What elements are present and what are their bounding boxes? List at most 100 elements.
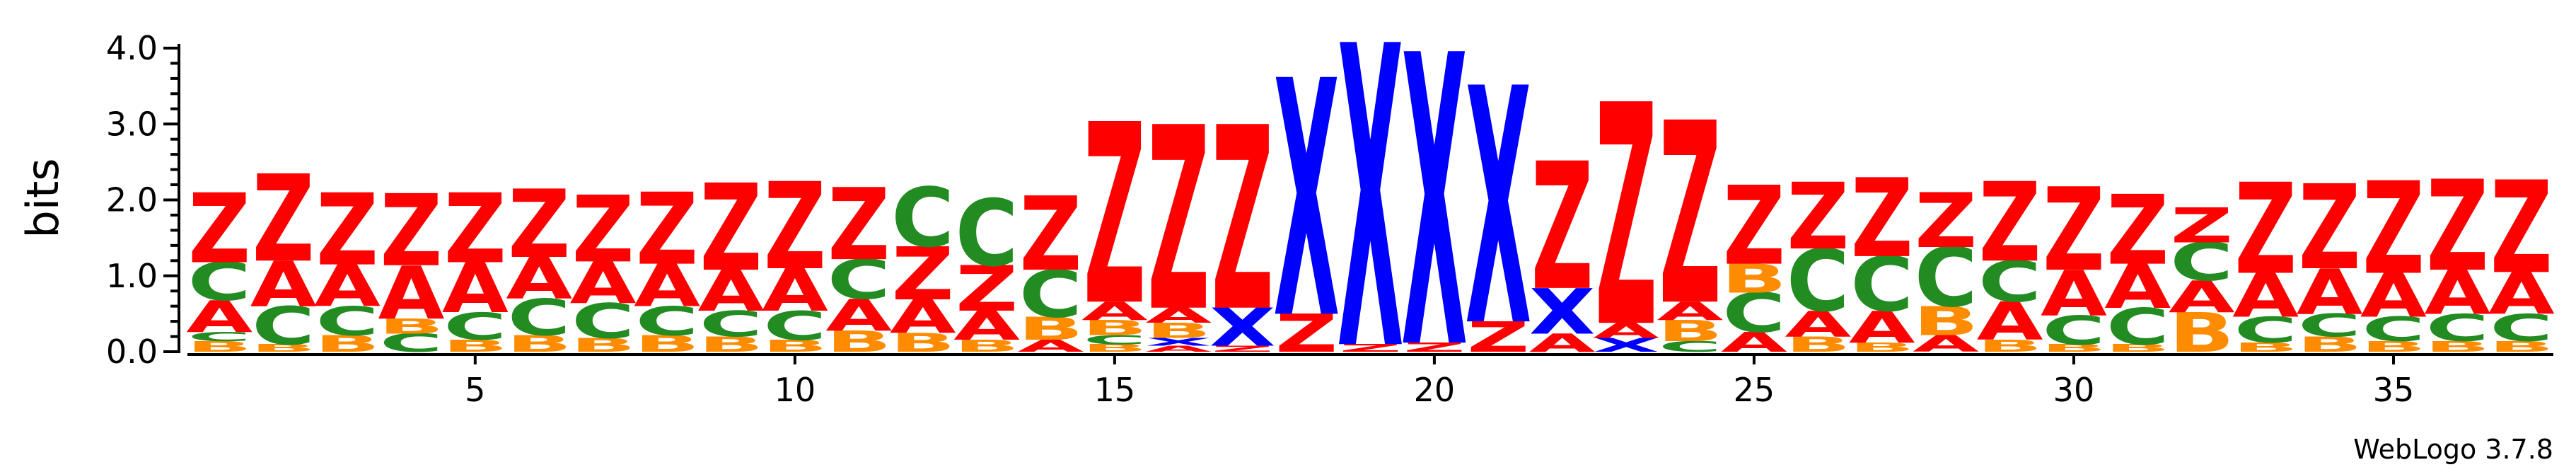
glyph-Z-pos-22: Z: [1531, 125, 1594, 329]
glyph-C-pos-4: C: [380, 329, 443, 358]
glyph-B-pos-36: B: [2425, 338, 2490, 355]
glyph-B-pos-12: B: [890, 328, 956, 358]
glyph-C-pos-29: C: [1978, 250, 2041, 315]
glyph-X-pos-23: X: [1593, 334, 1659, 356]
glyph-C-pos-11: C: [828, 248, 890, 311]
glyph-A-pos-28: A: [1913, 330, 1979, 357]
glyph-C-pos-30: C: [2042, 308, 2105, 354]
glyph-C-pos-15: C: [1083, 333, 1146, 347]
glyph-C-pos-37: C: [2490, 306, 2553, 350]
glyph-C-pos-34: C: [2298, 307, 2361, 344]
y-axis-label: bits: [17, 158, 69, 238]
glyph-A-pos-11: A: [825, 290, 893, 341]
glyph-C-pos-5: C: [443, 305, 506, 349]
x-axis: 5 10 15 20 25 30 35: [187, 353, 2553, 409]
x-tick-label: 10: [774, 371, 816, 409]
glyph-B-pos-10: B: [762, 336, 828, 355]
glyph-A-pos-23: A: [1593, 318, 1659, 343]
glyph-Z-pos-12: Z: [892, 232, 954, 317]
glyph-B-pos-28: B: [1913, 299, 1979, 345]
glyph-A-pos-30: A: [2041, 258, 2107, 330]
glyph-B-pos-26: B: [1785, 333, 1851, 357]
x-tick-label: 5: [465, 371, 485, 409]
glyph-B-pos-15: B: [1082, 316, 1148, 340]
glyph-C-pos-1: C: [188, 252, 251, 313]
glyph-Z-pos-10: Z: [764, 157, 826, 297]
glyph-A-pos-13: A: [953, 303, 1020, 349]
glyph-Z-pos-19: Z: [1339, 343, 1401, 355]
glyph-A-pos-3: A: [314, 253, 381, 320]
glyph-Z-pos-31: Z: [2106, 175, 2169, 287]
glyph-Z-pos-35: Z: [2362, 156, 2425, 304]
glyph-C-pos-33: C: [2234, 310, 2297, 351]
glyph-A-pos-24: A: [1657, 297, 1724, 326]
glyph-C-pos-12: C: [891, 171, 954, 265]
glyph-C-pos-32: C: [2170, 232, 2233, 293]
logo-glyph-layer: BCACZBCAZBCAZCBAZBCAZBCAZBCAZBCAZBCAZBCA…: [186, 0, 2555, 442]
glyph-Z-pos-7: Z: [572, 177, 634, 284]
glyph-X-pos-16: X: [1145, 336, 1212, 348]
glyph-Z-pos-13: Z: [956, 253, 1018, 326]
glyph-B-pos-5: B: [443, 336, 509, 355]
glyph-C-pos-6: C: [508, 289, 571, 347]
glyph-B-pos-30: B: [2041, 343, 2107, 355]
glyph-X-pos-18: X: [1273, 13, 1340, 391]
glyph-C-pos-2: C: [252, 296, 315, 357]
glyph-A-pos-25: A: [1721, 327, 1787, 359]
glyph-A-pos-8: A: [634, 253, 700, 320]
glyph-Z-pos-20: Z: [1403, 340, 1466, 355]
glyph-A-pos-15: A: [1081, 297, 1148, 326]
glyph-Z-pos-6: Z: [508, 170, 570, 279]
glyph-A-pos-22: A: [1529, 329, 1596, 358]
glyph-B-pos-14: B: [1018, 311, 1084, 347]
glyph-B-pos-34: B: [2297, 333, 2362, 357]
glyph-A-pos-26: A: [1785, 304, 1851, 345]
glyph-Z-pos-15: Z: [1084, 72, 1146, 361]
glyph-A-pos-34: A: [2297, 256, 2363, 329]
glyph-Z-pos-37: Z: [2490, 155, 2553, 303]
glyph-Z-pos-33: Z: [2234, 156, 2297, 302]
glyph-Z-pos-8: Z: [636, 171, 698, 287]
glyph-C-pos-8: C: [635, 299, 698, 345]
glyph-C-pos-10: C: [763, 303, 826, 349]
glyph-B-pos-13: B: [954, 336, 1020, 355]
glyph-C-pos-26: C: [1787, 231, 1850, 331]
glyph-B-pos-2: B: [250, 343, 316, 355]
y-tick-label: 2.0: [106, 181, 158, 219]
glyph-Z-pos-36: Z: [2426, 154, 2488, 299]
glyph-B-pos-25: B: [1722, 256, 1787, 302]
y-tick-label: 0.0: [106, 333, 158, 371]
glyph-Z-pos-30: Z: [2043, 163, 2105, 297]
glyph-A-pos-35: A: [2360, 261, 2427, 331]
glyph-A-pos-37: A: [2488, 261, 2555, 328]
glyph-B-pos-16: B: [1146, 318, 1212, 343]
glyph-C-pos-7: C: [572, 294, 634, 350]
glyph-A-pos-2: A: [250, 248, 317, 321]
x-tick-label: 15: [1094, 371, 1136, 409]
glyph-B-pos-7: B: [570, 334, 636, 356]
glyph-A-pos-9: A: [697, 259, 764, 324]
glyph-C-pos-25: C: [1722, 282, 1785, 345]
glyph-B-pos-4: B: [378, 314, 444, 338]
glyph-B-pos-1: B: [187, 338, 253, 355]
glyph-B-pos-24: B: [1657, 314, 1723, 348]
glyph-Z-pos-17: Z: [1212, 344, 1274, 354]
glyph-B-pos-35: B: [2361, 338, 2427, 355]
glyph-A-pos-7: A: [570, 251, 637, 317]
glyph-Z-pos-28: Z: [1915, 177, 1977, 265]
glyph-A-pos-32: A: [2169, 272, 2236, 323]
glyph-Z-pos-4: Z: [380, 173, 442, 288]
glyph-C-pos-24: C: [1659, 338, 1722, 355]
glyph-C-pos-27: C: [1850, 241, 1913, 329]
glyph-Z-pos-14: Z: [1019, 175, 1081, 294]
glyph-Z-pos-2: Z: [253, 149, 315, 289]
glyph-A-pos-16: A: [1145, 304, 1212, 328]
glyph-A-pos-16: A: [1145, 344, 1212, 354]
y-tick-label: 3.0: [106, 105, 158, 143]
glyph-X-pos-22: X: [1529, 276, 1596, 349]
glyph-A-pos-6: A: [506, 246, 572, 312]
glyph-Z-pos-29: Z: [1979, 159, 2041, 287]
glyph-C-pos-1: C: [188, 330, 251, 345]
x-tick-label: 30: [2053, 371, 2095, 409]
glyph-B-pos-31: B: [2105, 343, 2171, 355]
